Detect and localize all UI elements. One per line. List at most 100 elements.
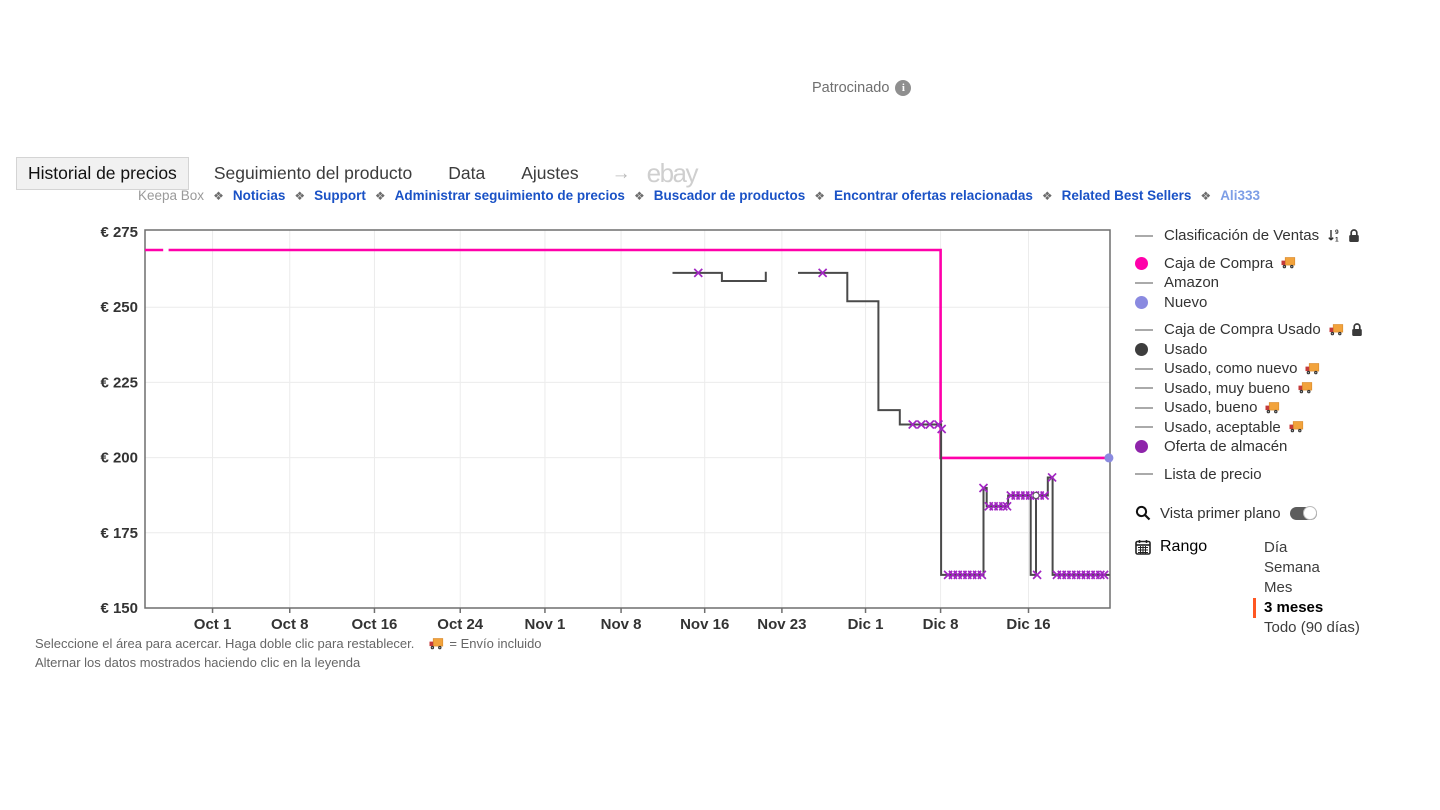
- legend-item-usado-aceptable[interactable]: Usado, aceptable: [1135, 418, 1435, 438]
- tab-data[interactable]: Data: [448, 163, 486, 183]
- diamond-separator-icon: ❖: [633, 188, 645, 203]
- legend-dash-marker: [1135, 328, 1155, 331]
- oferta-x-marker: [1039, 490, 1050, 501]
- legend-item-label: Usado, como nuevo: [1164, 360, 1298, 378]
- legend-dash-marker: [1135, 426, 1155, 429]
- magnifier-icon: [1135, 505, 1151, 521]
- sponsored-label-row: Patrocinado i: [812, 80, 912, 96]
- nav-link-administrar-seguimiento-de-precios[interactable]: Administrar seguimiento de precios: [394, 188, 625, 203]
- y-tick-label: € 200: [100, 450, 138, 467]
- oferta-x-marker: [1099, 570, 1109, 580]
- series-usado: [672, 271, 767, 282]
- legend-item-label: Usado, aceptable: [1164, 418, 1281, 436]
- series-usado: [798, 271, 1110, 576]
- x-tick-label: Oct 8: [271, 616, 309, 633]
- svg-text:9: 9: [1335, 229, 1339, 236]
- nav-link-noticias[interactable]: Noticias: [232, 188, 286, 203]
- chart-footnotes: Seleccione el área para acercar. Haga do…: [35, 634, 542, 672]
- nav-link-buscador-de-productos[interactable]: Buscador de productos: [653, 188, 806, 203]
- footnote-line2: Alternar los datos mostrados haciendo cl…: [35, 655, 361, 670]
- oferta-x-marker: [1047, 472, 1057, 483]
- x-tick-label: Oct 16: [352, 616, 398, 633]
- legend-item-label: Caja de Compra: [1164, 254, 1274, 272]
- range-label: Rango: [1160, 538, 1208, 555]
- tab-ajustes[interactable]: Ajustes: [521, 163, 579, 183]
- legend-item-label: Clasificación de Ventas: [1164, 227, 1320, 245]
- range-option-día[interactable]: Día: [1264, 539, 1288, 556]
- legend-item-nuevo[interactable]: Nuevo: [1135, 293, 1435, 313]
- nav-link-support[interactable]: Support: [314, 188, 366, 203]
- legend-item-label: Usado, muy bueno: [1164, 379, 1290, 397]
- diamond-separator-icon: ❖: [374, 188, 386, 203]
- zoom-view-row: Vista primer plano: [1135, 503, 1435, 523]
- range-option-3-meses[interactable]: 3 meses: [1253, 598, 1360, 618]
- oferta-x-marker: [1002, 501, 1012, 511]
- oferta-x-marker: [908, 419, 918, 430]
- truck-icon: [429, 637, 444, 650]
- legend-dash-marker: [1135, 234, 1155, 237]
- legend-item-usado-bueno[interactable]: Usado, bueno: [1135, 398, 1435, 418]
- footnote-truck-legend: = Envío incluido: [449, 636, 542, 651]
- legend-item-usado-muy-bueno[interactable]: Usado, muy bueno: [1135, 379, 1435, 399]
- x-tick-label: Dic 8: [923, 616, 959, 633]
- range-option-semana[interactable]: Semana: [1264, 559, 1320, 576]
- oferta-x-marker: [1095, 570, 1105, 580]
- nuevo-point-marker: [1104, 453, 1114, 463]
- oferta-x-marker: [977, 570, 987, 580]
- legend-item-oferta-de-almacén[interactable]: Oferta de almacén: [1135, 437, 1435, 457]
- chart-legend: Clasificación de Ventas 9 1 Caja de Compra A…: [1135, 226, 1435, 484]
- oferta-x-marker: [1032, 570, 1042, 580]
- legend-item-clasificación-de-ventas[interactable]: Clasificación de Ventas 9 1: [1135, 226, 1435, 246]
- diamond-separator-icon: ❖: [294, 188, 306, 203]
- legend-dash-marker: [1135, 367, 1155, 370]
- legend-item-caja-de-compra-usado[interactable]: Caja de Compra Usado: [1135, 320, 1435, 340]
- footnote-zoom-hint: Seleccione el área para acercar. Haga do…: [35, 636, 415, 651]
- tab-seguimiento-del-producto[interactable]: Seguimiento del producto: [213, 163, 413, 183]
- legend-dot-marker: [1135, 295, 1155, 309]
- y-tick-label: € 150: [100, 600, 138, 617]
- zoom-view-toggle[interactable]: [1289, 506, 1317, 520]
- range-options: Día Semana Mes 3 meses Todo (90 días): [1253, 538, 1360, 638]
- footnote-line1: Seleccione el área para acercar. Haga do…: [35, 634, 542, 653]
- oferta-x-marker: [925, 419, 935, 430]
- chart-controls: Vista primer plano Rango Día Semana Mes 3 m…: [1135, 503, 1435, 638]
- legend-item-usado-como-nuevo[interactable]: Usado, como nuevo: [1135, 359, 1435, 379]
- lock-icon: [1348, 228, 1360, 243]
- x-tick-label: Nov 1: [525, 616, 566, 633]
- svg-text:1: 1: [1335, 237, 1339, 244]
- series-caja-de-compra: [168, 248, 1109, 460]
- tab-bar: Historial de precios Seguimiento del prod…: [16, 157, 699, 190]
- range-block: Rango Día Semana Mes 3 meses Todo (90 días): [1135, 538, 1435, 638]
- range-option-todo-90-días-[interactable]: Todo (90 días): [1264, 619, 1360, 636]
- x-tick-label: Oct 1: [194, 616, 232, 633]
- diamond-separator-icon: ❖: [1041, 188, 1053, 203]
- legend-item-label: Amazon: [1164, 274, 1220, 292]
- x-tick-label: Nov 8: [601, 616, 642, 633]
- truck-icon: [1305, 362, 1320, 375]
- range-option-mes[interactable]: Mes: [1264, 579, 1293, 596]
- legend-dash-marker: [1135, 281, 1155, 284]
- plot-border[interactable]: [144, 229, 1111, 609]
- legend-dot-marker: [1135, 440, 1155, 454]
- nav-link-encontrar-ofertas-relacionadas[interactable]: Encontrar ofertas relacionadas: [834, 188, 1033, 203]
- sponsored-label: Patrocinado: [812, 80, 890, 96]
- legend-item-caja-de-compra[interactable]: Caja de Compra: [1135, 254, 1435, 274]
- x-tick-label: Dic 1: [848, 616, 884, 633]
- legend-item-amazon[interactable]: Amazon: [1135, 273, 1435, 293]
- ebay-logo[interactable]: ebay: [646, 158, 699, 188]
- nav-link-ali333[interactable]: Ali333: [1220, 188, 1260, 203]
- legend-item-lista-de-precio[interactable]: Lista de precio: [1135, 465, 1435, 485]
- legend-item-label: Oferta de almacén: [1164, 438, 1288, 456]
- oferta-x-marker: [818, 268, 828, 278]
- legend-dot-marker: [1135, 256, 1155, 270]
- info-icon[interactable]: i: [895, 80, 912, 96]
- oferta-x-marker: [937, 424, 947, 434]
- legend-item-usado[interactable]: Usado: [1135, 340, 1435, 360]
- nav-link-related-best-sellers[interactable]: Related Best Sellers: [1061, 188, 1192, 203]
- truck-icon: [1265, 401, 1280, 414]
- price-history-chart[interactable]: Oct 1 Oct 8 Oct 16 Oct 24 Nov 1 Nov 8 Nov 16 No…: [0, 0, 1160, 680]
- legend-item-label: Nuevo: [1164, 293, 1208, 311]
- diamond-separator-icon: ❖: [213, 188, 224, 203]
- tab-historial-de-precios[interactable]: Historial de precios: [16, 157, 189, 190]
